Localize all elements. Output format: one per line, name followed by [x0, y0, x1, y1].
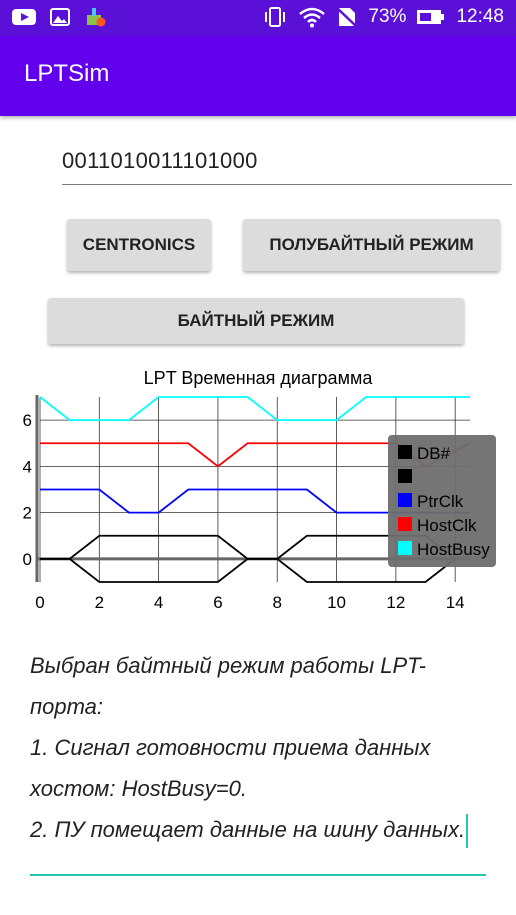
no-sim-icon: [336, 7, 359, 28]
timing-diagram-chart: LPT Временная диаграмма 0 2 4 6 8 10 12 140246 …: [23, 368, 496, 612]
legend-label: HostBusy: [417, 540, 490, 559]
series-line-db-complement: [40, 557, 456, 583]
legend-label: PtrClk: [417, 492, 464, 511]
chart-title: LPT Временная диаграмма: [144, 368, 374, 388]
description-line: 1. Сигнал готовности приема данных хосто…: [30, 735, 431, 801]
y-tick-label: 6: [23, 411, 32, 430]
status-bar: 73% 12:48: [0, 0, 516, 36]
status-left-icons: [12, 7, 106, 27]
y-tick-label: 2: [23, 504, 32, 523]
legend-swatch: [398, 469, 412, 483]
legend-box: [388, 435, 496, 567]
y-tick-label: 4: [23, 457, 32, 476]
clock: 12:48: [456, 6, 504, 27]
app-title: LPTSim: [24, 60, 110, 87]
x-tick-label: 2: [95, 593, 104, 612]
vibrate-icon: [265, 7, 286, 27]
series-line-ptrclk: [40, 488, 470, 514]
x-tick-label: 6: [213, 593, 222, 612]
series-line-hostbusy: [39, 396, 470, 422]
x-tick-label: 12: [386, 593, 405, 612]
battery-percent: 73%: [368, 6, 407, 27]
bit-sequence-input[interactable]: [62, 140, 512, 185]
x-tick-label: 4: [154, 593, 163, 612]
chart-legend: DB# PtrClk HostClk HostBusy: [388, 435, 496, 567]
y-tick-label: 0: [23, 550, 32, 569]
description-line: 2. ПУ помещает данные на шину данных.: [30, 809, 490, 850]
legend-label: HostClk: [417, 516, 477, 535]
legend-swatch: [398, 445, 412, 459]
status-right-icons: 73% 12:48: [262, 6, 504, 28]
x-tick-label: 10: [327, 593, 346, 612]
text-underline: [30, 874, 486, 876]
nibble-mode-button[interactable]: ПОЛУБАЙТНЫЙ РЕЖИМ: [243, 219, 500, 271]
app-bar: LPTSim: [0, 36, 516, 116]
x-tick-label: 0: [35, 593, 44, 612]
legend-swatch: [398, 517, 412, 531]
gallery-icon: [50, 8, 70, 26]
battery-icon: [417, 10, 445, 24]
youtube-icon: [12, 9, 36, 25]
mode-description: Выбран байтный режим работы LPT-порта: 1…: [30, 645, 490, 850]
description-line: Выбран байтный режим работы LPT-порта:: [30, 653, 426, 719]
wifi-icon: [299, 7, 326, 28]
bit-sequence-field: [62, 140, 512, 190]
legend-swatch: [398, 541, 412, 555]
centronics-button[interactable]: CENTRONICS: [67, 219, 211, 271]
text-cursor: [466, 814, 469, 849]
legend-swatch: [398, 493, 412, 507]
legend-label: DB#: [417, 444, 451, 463]
x-tick-label: 14: [446, 593, 465, 612]
x-tick-label: 8: [273, 593, 282, 612]
description-line-text: 2. ПУ помещает данные на шину данных.: [30, 817, 466, 842]
cleaner-icon: [87, 8, 106, 27]
byte-mode-button[interactable]: БАЙТНЫЙ РЕЖИМ: [48, 298, 464, 344]
